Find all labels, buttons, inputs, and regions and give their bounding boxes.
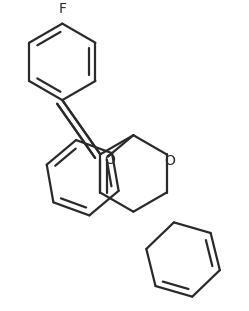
Text: F: F bbox=[58, 2, 66, 16]
Text: O: O bbox=[164, 154, 175, 168]
Text: O: O bbox=[105, 153, 116, 167]
